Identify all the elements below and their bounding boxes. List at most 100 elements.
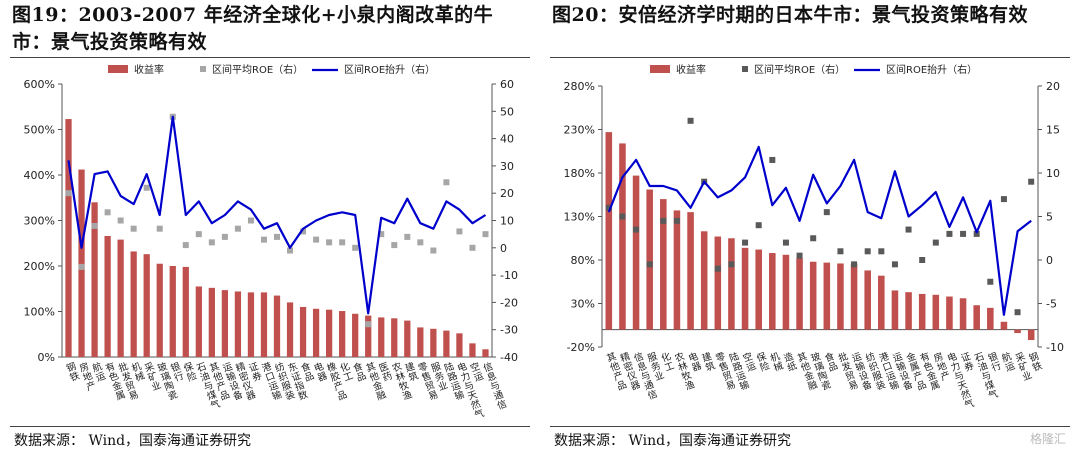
point-avg-roe	[104, 209, 111, 216]
category-label: 食品	[351, 360, 368, 384]
category-label: 批发贸易	[837, 350, 861, 393]
category-label: 信息与通信	[632, 350, 659, 402]
category-label: 建筑	[700, 350, 717, 374]
point-avg-roe	[274, 233, 280, 240]
bar-return	[469, 343, 476, 357]
bar-return	[850, 263, 858, 330]
bar-return	[430, 328, 437, 357]
category-label: 电力与天然气	[456, 360, 487, 422]
bar-return	[456, 333, 463, 357]
y-tick-label-right: 40	[500, 133, 514, 146]
legend-swatch-bar	[650, 65, 670, 73]
bar-return	[605, 132, 613, 330]
point-avg-roe	[287, 247, 294, 254]
point-avg-roe	[221, 233, 228, 240]
bar-return	[918, 293, 926, 330]
y-tick-label-left: 300%	[24, 215, 55, 228]
bar-return	[130, 251, 137, 357]
point-avg-roe	[443, 179, 450, 186]
point-avg-roe	[782, 239, 789, 246]
point-avg-roe	[1000, 196, 1007, 203]
point-avg-roe	[823, 209, 830, 216]
category-label: 机械	[130, 360, 147, 384]
y-tick-label-right: -10	[500, 269, 518, 282]
point-avg-roe	[430, 247, 437, 254]
category-label: 陆路运输	[728, 350, 752, 393]
legend-label: 区间ROE抬升（右）	[344, 63, 435, 76]
bar-return	[837, 263, 844, 330]
y-tick-label-right: -20	[500, 296, 518, 309]
bar-return	[878, 275, 885, 330]
y-tick-label-left: 230%	[564, 124, 595, 137]
category-label: 信息与通信	[482, 360, 509, 412]
category-label: 玻璃陶瓷	[809, 350, 833, 393]
bar-return	[286, 302, 294, 357]
point-avg-roe	[932, 239, 939, 246]
category-label: 食品	[299, 360, 316, 384]
category-label: 橡胶产品	[325, 360, 349, 403]
point-avg-roe	[352, 244, 359, 251]
point-avg-roe	[755, 222, 762, 229]
line-roe-rise	[67, 115, 487, 315]
bar-return	[221, 290, 229, 357]
top-divider	[10, 57, 530, 58]
y-tick-label-right: 10	[1046, 167, 1060, 180]
category-label: 钢铁	[65, 360, 82, 384]
bar-return	[91, 202, 98, 357]
bar-return	[65, 119, 72, 357]
bar-return	[987, 307, 994, 330]
category-label: 机械	[769, 350, 786, 374]
category-label: 采矿业	[143, 361, 163, 394]
y-tick-label-right: 10	[500, 215, 514, 228]
chart-19: 0% 100% 200% 300% 400% 500% 600% -40 -30 -20 -10 0 1…	[24, 63, 518, 422]
y-tick-label-left: 500%	[24, 124, 55, 137]
category-label: 其他产品	[208, 361, 231, 403]
y-tick-label-left: 200%	[24, 260, 55, 273]
legend-label: 收益率	[676, 63, 706, 76]
category-label: 运输设备	[892, 351, 915, 393]
point-avg-roe	[660, 217, 667, 224]
bar-return	[339, 311, 346, 357]
legend-swatch-point	[200, 66, 206, 72]
category-label: 电力与天然气	[946, 350, 977, 412]
point-avg-roe	[91, 222, 98, 229]
category-label: 零售贸易	[417, 361, 440, 403]
y-tick-label-right: 20	[500, 187, 514, 200]
point-avg-roe	[130, 225, 137, 232]
category-label: 其他产品	[605, 351, 628, 393]
point-avg-roe	[365, 321, 372, 328]
watermark-logo: 格隆汇	[1029, 432, 1066, 446]
bar-return	[1000, 321, 1008, 330]
bar-return	[299, 306, 307, 357]
bar-return	[117, 239, 124, 357]
category-label: 运输设备	[851, 351, 874, 393]
category-label: 采矿业	[1014, 351, 1034, 384]
bar-return	[378, 317, 385, 357]
source-note: 数据来源： Wind，国泰海通证券研究	[14, 433, 252, 449]
y-tick-label-right: -5	[1046, 298, 1057, 311]
point-avg-roe	[633, 226, 640, 233]
bar-return	[352, 313, 359, 357]
line-roe-rise	[607, 145, 1032, 316]
bar-return	[208, 287, 215, 357]
bar-return	[195, 286, 202, 357]
bar-return	[782, 254, 790, 330]
figure-title: 图19：2003-2007 年经济全球化+小泉内阁改革的牛市：景气投资策略有效	[12, 4, 494, 53]
point-avg-roe	[1028, 178, 1035, 185]
point-avg-roe	[905, 226, 912, 233]
figure-20: 图20：安倍经济学时期的日本牛市：景气投资策略有效 -20% 30% 80% 130%…	[540, 0, 1080, 451]
category-label: 空运	[741, 350, 758, 374]
bar-return	[104, 235, 111, 357]
category-label: 房地产	[932, 350, 952, 383]
point-avg-roe	[891, 261, 898, 268]
bar-return	[728, 238, 735, 330]
point-avg-roe	[78, 263, 85, 270]
legend-swatch-point	[742, 66, 748, 72]
y-tick-label-right: 5	[1046, 211, 1053, 224]
y-tick-label-right: 50	[500, 105, 514, 118]
y-tick-label-right: -40	[500, 351, 518, 364]
category-label: 精密仪器	[619, 350, 643, 393]
bar-return	[932, 294, 940, 330]
bar-return	[891, 290, 899, 330]
y-tick-label-left: 0%	[38, 351, 55, 364]
